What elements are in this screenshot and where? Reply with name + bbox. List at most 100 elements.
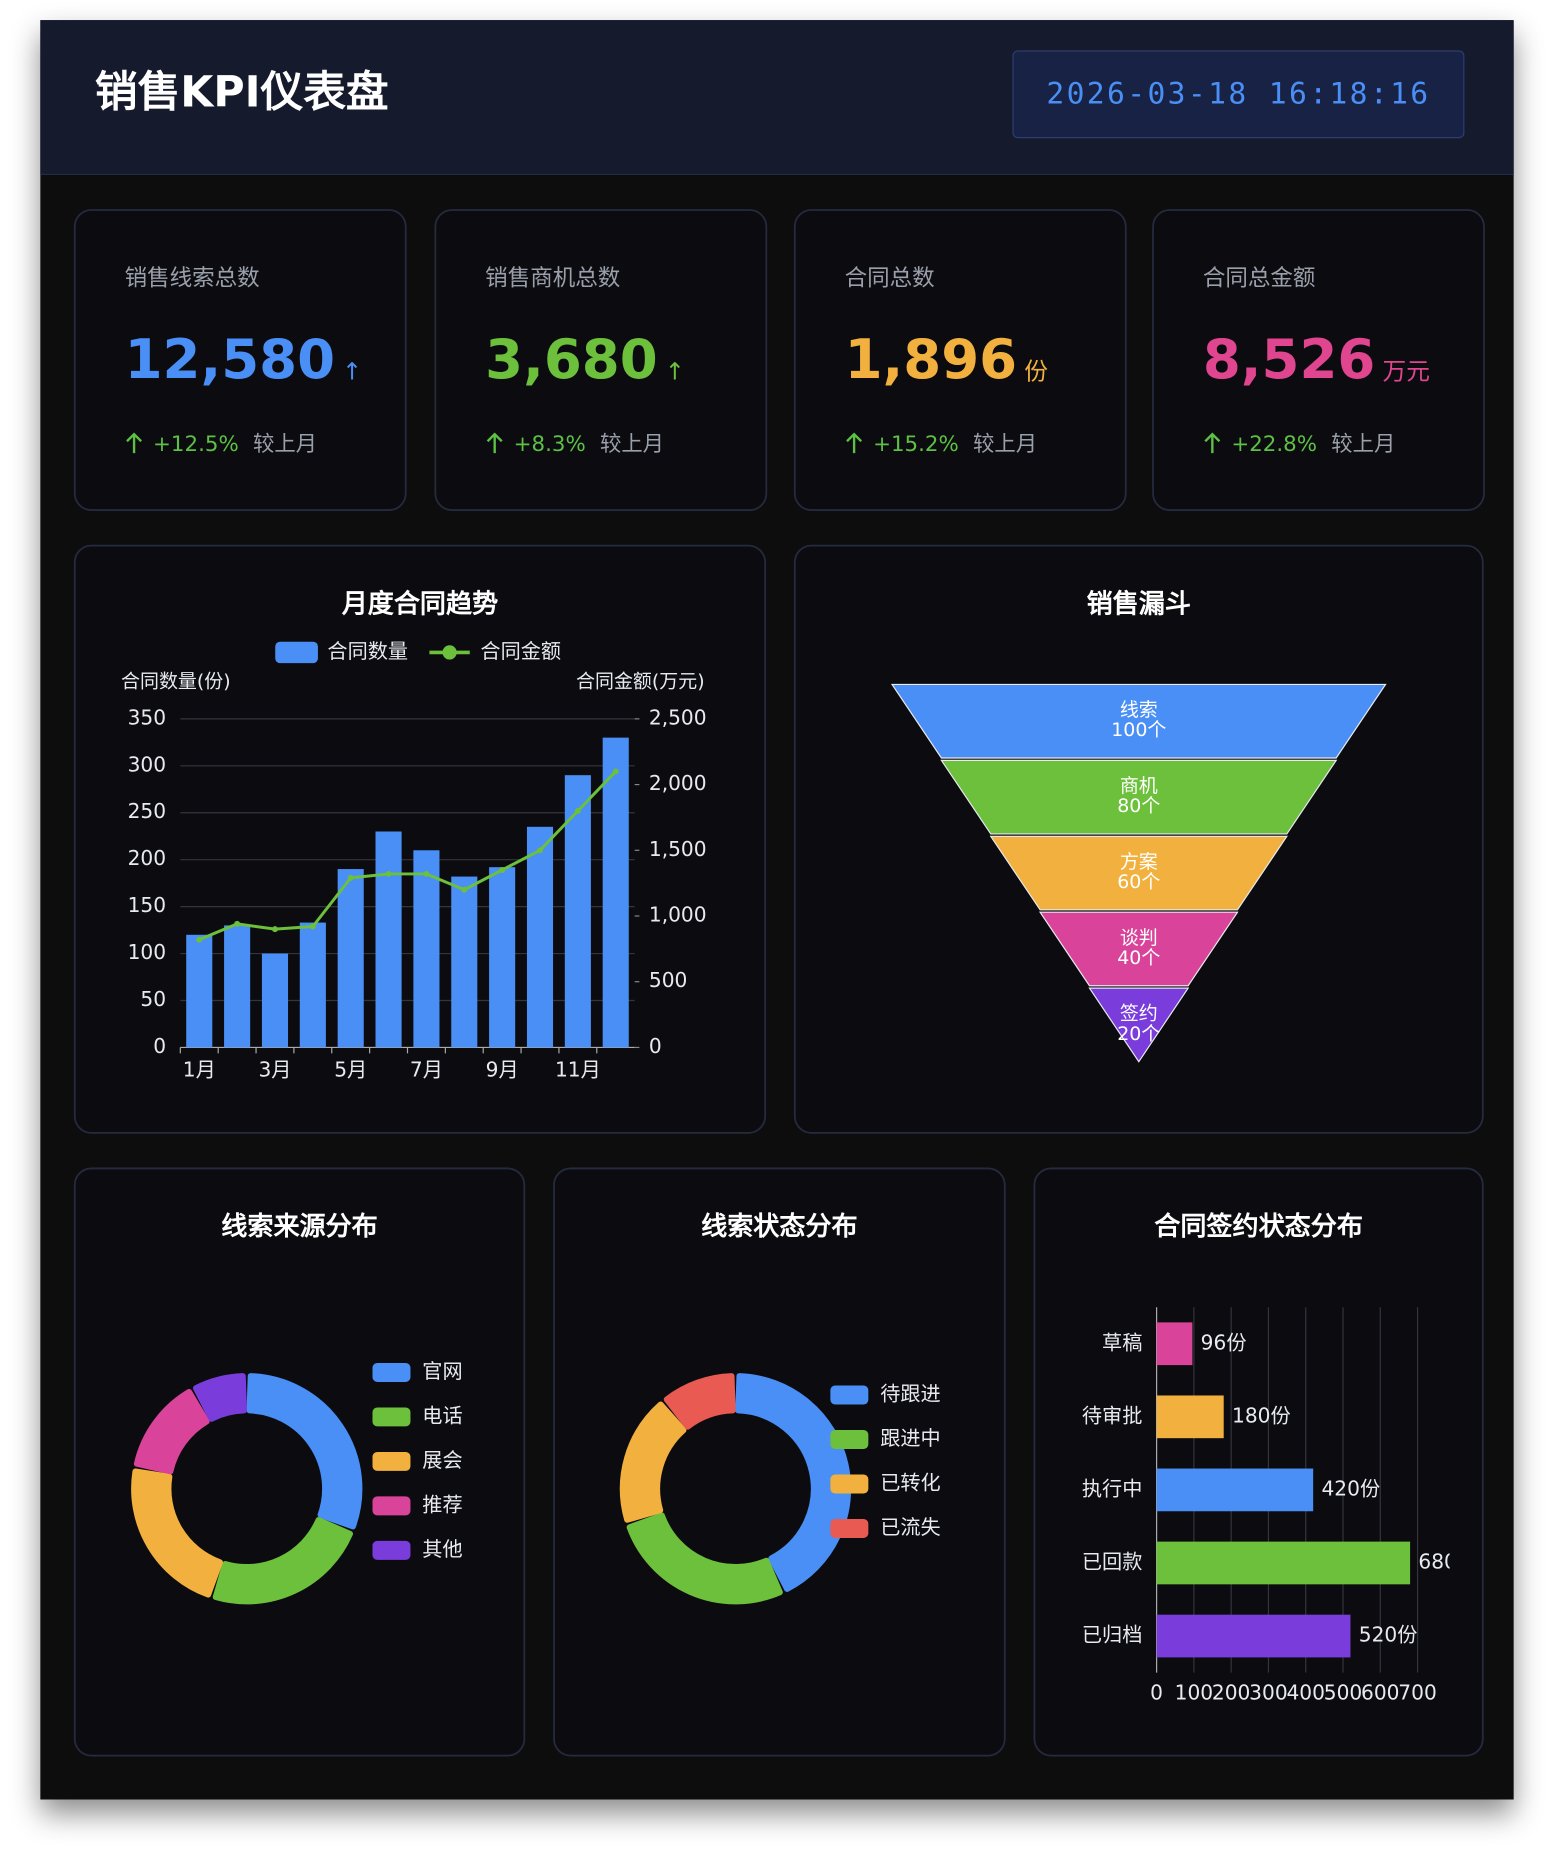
bar (1156, 1395, 1224, 1439)
line-point (385, 870, 392, 877)
x-tick-label: 100 (1175, 1680, 1213, 1704)
x-tick-label: 300 (1249, 1680, 1287, 1704)
bar (261, 953, 289, 1048)
y-tick-label: 250 (128, 799, 166, 823)
legend-swatch (830, 1474, 869, 1494)
funnel-label: 商机 (1120, 775, 1158, 797)
kpi-change-row: +22.8% 较上月 (1231, 432, 1395, 457)
value-label: 420份 (1321, 1476, 1380, 1500)
bar (186, 934, 213, 1048)
kpi-unit: 份 (1024, 357, 1048, 385)
y2-tick-label: 0 (649, 1034, 662, 1058)
legend-label: 已流失 (880, 1515, 940, 1539)
funnel-stage (940, 759, 1338, 835)
line-point (272, 926, 278, 933)
bar (1156, 1614, 1351, 1658)
funnel-stage (989, 835, 1288, 911)
kpi-value: 12,580 ↑ (125, 327, 362, 391)
y-axis-title: 合同数量(份) (121, 671, 231, 693)
page-title: 销售KPI仪表盘 (95, 67, 389, 117)
x-tick-label: 3月 (258, 1058, 291, 1082)
bar (299, 922, 326, 1048)
kpi-compare: 较上月 (253, 432, 317, 457)
datetime-box (1012, 50, 1465, 139)
bar (1156, 1468, 1314, 1512)
line-point (537, 847, 543, 854)
bar (489, 867, 516, 1048)
y2-tick-label: 1,000 (649, 903, 707, 927)
donut-segment (619, 1401, 687, 1523)
line-point (612, 768, 619, 775)
line-point (234, 920, 241, 927)
kpi-number: 1,896 (845, 327, 1018, 391)
chart-title: 销售漏斗 (1087, 588, 1191, 619)
line-point (196, 936, 203, 943)
up-arrow-icon (1204, 432, 1221, 454)
line-point (499, 867, 506, 873)
y2-tick-label: 2,500 (649, 705, 707, 729)
card (553, 1167, 1006, 1757)
donut-segment (133, 1388, 210, 1475)
kpi-label: 销售商机总数 (485, 265, 620, 291)
legend-label: 合同数量 (327, 639, 408, 663)
line-point (423, 870, 430, 877)
kpi-change: +12.5% (153, 432, 239, 457)
chart-title: 合同签约状态分布 (1154, 1211, 1363, 1242)
funnel-label: 线索 (1120, 699, 1158, 721)
value-label: 520份 (1359, 1623, 1418, 1647)
bar (337, 869, 364, 1048)
datetime: 2026-03-18 16:18:16 (1046, 75, 1430, 110)
card (73, 209, 407, 511)
funnel-stage (1038, 911, 1239, 987)
legend-label: 展会 (422, 1448, 462, 1472)
y-tick-label: 执行中 (1082, 1476, 1142, 1500)
y-tick-label: 150 (128, 893, 166, 917)
x-tick-label: 500 (1324, 1680, 1362, 1704)
kpi-label: 合同总金额 (1203, 265, 1316, 291)
legend-label: 待跟进 (880, 1382, 940, 1406)
x-tick-label: 600 (1361, 1680, 1399, 1704)
kpi-change-row: +15.2% 较上月 (873, 432, 1037, 457)
legend-swatch (830, 1518, 869, 1538)
kpi-value: 3,680 ↑ (485, 327, 685, 391)
legend-swatch (372, 1451, 411, 1471)
kpi-unit: 万元 (1383, 357, 1430, 385)
line-point (309, 923, 316, 930)
value-label: 680份 (1418, 1549, 1477, 1573)
funnel-label: 谈判 (1120, 927, 1158, 949)
x-tick-label: 0 (1150, 1680, 1163, 1704)
funnel-value-label: 100个 (1111, 719, 1166, 741)
bar (1156, 1541, 1411, 1585)
kpi-unit: ↑ (342, 357, 362, 385)
card (793, 209, 1127, 511)
y-tick-label: 0 (153, 1034, 166, 1058)
kpi-change: +15.2% (873, 432, 959, 457)
legend-dot (442, 645, 457, 660)
chart-title: 线索来源分布 (221, 1212, 377, 1242)
legend-swatch (372, 1362, 411, 1382)
y-tick-label: 已归档 (1082, 1623, 1142, 1647)
kpi-compare: 较上月 (973, 432, 1037, 457)
x-tick-label: 1月 (183, 1058, 216, 1082)
bar (224, 925, 251, 1048)
y2-tick-label: 1,500 (649, 837, 707, 861)
up-arrow-icon (846, 432, 863, 454)
kpi-label: 合同总数 (845, 265, 935, 291)
legend-label: 合同金额 (480, 639, 561, 663)
card (1033, 1167, 1484, 1757)
legend-label: 其他 (422, 1537, 462, 1561)
donut-segment (246, 1373, 363, 1530)
card (73, 1167, 526, 1757)
y2-axis-title: 合同金额(万元) (576, 671, 705, 693)
x-tick-label: 700 (1398, 1680, 1436, 1704)
chart-title: 线索状态分布 (701, 1211, 857, 1242)
bar (375, 831, 402, 1048)
legend-swatch (372, 1496, 411, 1516)
y-tick-label: 100 (128, 940, 166, 964)
legend-label: 推荐 (422, 1492, 462, 1516)
funnel-stage (1088, 987, 1190, 1063)
funnel-value-label: 40个 (1117, 947, 1160, 969)
legend-swatch (372, 1540, 411, 1560)
